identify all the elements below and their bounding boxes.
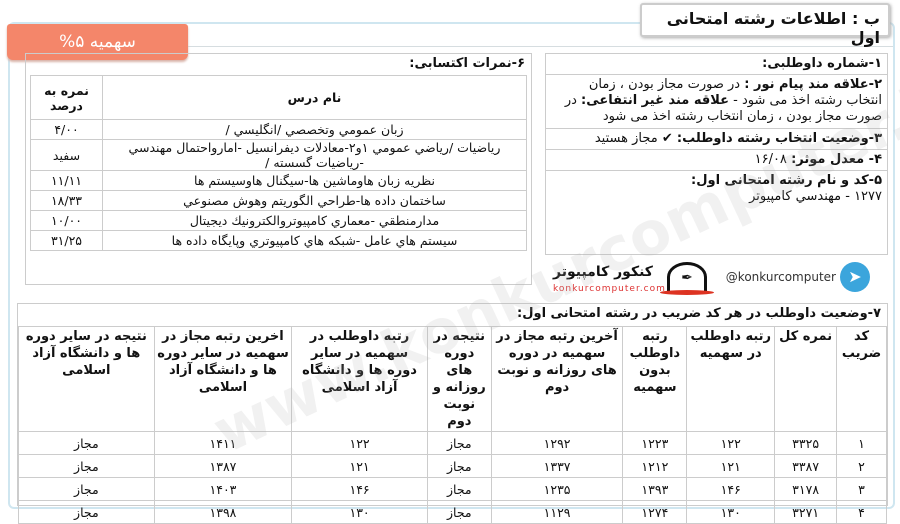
course-name: نظريه زبان هاوماشين ها-سيگنال هاوسيستم ه…: [102, 170, 527, 191]
column-header: کد ضریب: [836, 326, 887, 432]
column-header: رتبه داوطلب در سهمیه: [686, 326, 776, 432]
selection-status: ۳-وضعیت انتخاب رشته داوطلب: ✔ مجاز هستید: [546, 129, 887, 150]
status-cell: ۱۲۲: [291, 431, 428, 455]
status-cell: مجاز: [426, 454, 492, 478]
course-score: ۱۰/۰۰: [30, 210, 103, 231]
interest-info: ۲-علاقه مند پیام نور : در صورت مجاز بودن…: [546, 75, 887, 129]
column-header: اخرین رتبه مجاز در سهمیه در سایر دوره ها…: [153, 326, 293, 432]
status-row: ۱ ۳۳۲۵ ۱۲۲ ۱۲۲۳ ۱۲۹۲ مجاز ۱۲۲ ۱۴۱۱ مجاز: [18, 431, 887, 455]
status-title: ۷-وضعیت داوطلب در هر کد ضریب در رشته امت…: [517, 306, 881, 321]
grade-row: زبان عمومي وتخصصي /انگليسي /۴/۰۰: [30, 119, 527, 140]
status-cell: ۱۲۷۴: [622, 500, 688, 524]
telegram-handle[interactable]: @konkurcomputer: [725, 270, 836, 284]
status-cell: ۱۳۰: [686, 500, 776, 524]
course-name: سيستم هاي عامل -شبكه هاي كامپيوتري وپايگ…: [102, 230, 527, 251]
status-cell: ۳۱۷۸: [774, 477, 838, 501]
status-cell: ۱: [836, 431, 887, 455]
column-header: نتیجه در سایر دوره ها و دانشگاه آزاد اسل…: [18, 326, 155, 432]
status-cell: ۱۴۶: [291, 477, 428, 501]
status-box: ۷-وضعیت داوطلب در هر کد ضریب در رشته امت…: [17, 303, 888, 524]
grade-row: نظريه زبان هاوماشين ها-سيگنال هاوسيستم ه…: [30, 170, 527, 191]
status-cell: ۱۲۳۵: [490, 477, 624, 501]
exam-field: ۵-کد و نام رشته امتحانی اول: ۱۲۷۷ - مهندس…: [691, 173, 882, 204]
status-cell: ۳۳۸۷: [774, 454, 838, 478]
course-score: ۴/۰۰: [30, 119, 103, 140]
grade-row: ساختمان داده ها-طراحي الگوريتم وهوش مصنو…: [30, 190, 527, 211]
column-header: نتیجه در دوره های روزانه و نوبت دوم: [426, 326, 492, 432]
status-cell: ۱۲۲: [686, 431, 776, 455]
status-row: ۴ ۳۲۷۱ ۱۳۰ ۱۲۷۴ ۱۱۲۹ مجاز ۱۳۰ ۱۳۹۸ مجاز: [18, 500, 887, 524]
column-header: آخرین رتبه مجاز در سهمیه در دوره های روز…: [490, 326, 624, 432]
status-cell: مجاز: [426, 500, 492, 524]
course-score: ۳۱/۲۵: [30, 230, 103, 251]
status-cell: ۱۴۰۳: [153, 477, 293, 501]
candidate-number: ۱-شماره داوطلبی:: [546, 54, 887, 75]
column-header: رتبه داوطلب بدون سهمیه: [622, 326, 688, 432]
status-row: ۳ ۳۱۷۸ ۱۴۶ ۱۳۹۳ ۱۲۳۵ مجاز ۱۴۶ ۱۴۰۳ مجاز: [18, 477, 887, 501]
status-cell: مجاز: [18, 431, 155, 455]
status-cell: ۱۴۶: [686, 477, 776, 501]
status-cell: ۳۳۲۵: [774, 431, 838, 455]
divider: [188, 46, 893, 47]
status-cell: ۱۲۱: [291, 454, 428, 478]
book-logo-icon: [660, 290, 714, 295]
status-cell: مجاز: [426, 477, 492, 501]
grades-title: ۶-نمرات اکتسابی:: [409, 56, 525, 71]
status-cell: ۲: [836, 454, 887, 478]
status-cell: ۳۲۷۱: [774, 500, 838, 524]
label-payam-noor: ۲-علاقه مند پیام نور :: [744, 77, 882, 92]
column-header: رتبه داوطلب در سهمیه در سایر دوره ها و د…: [291, 326, 428, 432]
status-cell: مجاز: [18, 477, 155, 501]
column-header: نمره کل: [774, 326, 838, 432]
status-cell: مجاز: [18, 500, 155, 524]
section-title: ب : اطلاعات رشته امتحانی اول: [640, 3, 890, 47]
status-cell: ۱۳۰: [291, 500, 428, 524]
course-name: زبان عمومي وتخصصي /انگليسي /: [102, 119, 527, 140]
grade-row: مدارمنطقي -معماري كامپيوتروالكترونيك ديج…: [30, 210, 527, 231]
status-cell: ۱۳۹۳: [622, 477, 688, 501]
label-non-profit: علاقه مند غیر انتفاعی:: [581, 93, 730, 108]
grades-table: نام درس نمره به درصد زبان عمومي وتخصصي /ا…: [30, 75, 527, 251]
brand-name: کنکور کامپیوتر: [553, 264, 653, 280]
status-cell: ۱۳۳۷: [490, 454, 624, 478]
grades-box: ۶-نمرات اکتسابی: نام درس نمره به درصد زبا…: [25, 53, 532, 285]
check-icon: ✔: [661, 131, 673, 146]
gpa: ۴- معدل موثر: ۱۶/۰۸: [546, 150, 887, 171]
status-cell: ۱۳۹۸: [153, 500, 293, 524]
status-cell: ۳: [836, 477, 887, 501]
telegram-icon[interactable]: ➤: [840, 262, 870, 292]
course-name: رياضيات /رياضي عمومي ۱و۲-معادلات ديفرانس…: [102, 139, 527, 171]
course-name: ساختمان داده ها-طراحي الگوريتم وهوش مصنو…: [102, 190, 527, 211]
status-row: ۲ ۳۳۸۷ ۱۲۱ ۱۲۱۲ ۱۳۳۷ مجاز ۱۲۱ ۱۳۸۷ مجاز: [18, 454, 887, 478]
status-cell: ۱۴۱۱: [153, 431, 293, 455]
course-score: سفید: [30, 139, 103, 171]
pen-logo-icon: ✒: [667, 262, 707, 292]
status-cell: ۱۲۲۳: [622, 431, 688, 455]
status-cell: مجاز: [426, 431, 492, 455]
status-table: کد ضریب نمره کل رتبه داوطلب در سهمیه رتبه د…: [18, 326, 887, 524]
candidate-info: ۱-شماره داوطلبی: ۲-علاقه مند پیام نور : …: [545, 53, 888, 255]
status-cell: ۱۱۲۹: [490, 500, 624, 524]
branding-row: ➤ @konkurcomputer ✒ کنکور کامپیوتر konku…: [545, 258, 888, 300]
status-cell: مجاز: [18, 454, 155, 478]
course-name: مدارمنطقي -معماري كامپيوتروالكترونيك ديج…: [102, 210, 527, 231]
course-score: ۱۸/۳۳: [30, 190, 103, 211]
status-cell: ۱۲۹۲: [490, 431, 624, 455]
grade-row: سيستم هاي عامل -شبكه هاي كامپيوتري وپايگ…: [30, 230, 527, 251]
status-cell: ۱۲۱۲: [622, 454, 688, 478]
status-cell: ۱۲۱: [686, 454, 776, 478]
course-score: ۱۱/۱۱: [30, 170, 103, 191]
brand-url[interactable]: konkurcomputer.com: [553, 284, 666, 294]
status-cell: ۴: [836, 500, 887, 524]
grade-row: رياضيات /رياضي عمومي ۱و۲-معادلات ديفرانس…: [30, 139, 527, 171]
status-cell: ۱۳۸۷: [153, 454, 293, 478]
quota-badge: سهمیه ۵%: [7, 24, 188, 60]
